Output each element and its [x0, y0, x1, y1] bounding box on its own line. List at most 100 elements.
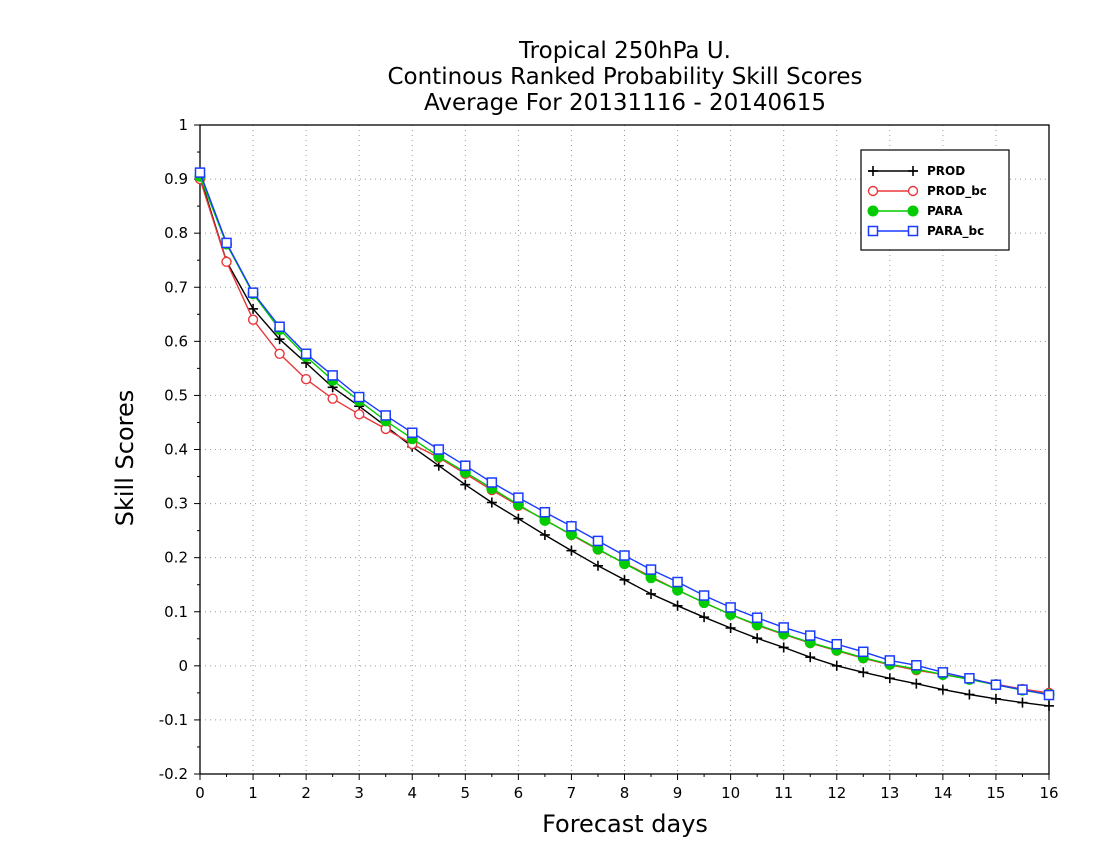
data-point-para-bc — [911, 660, 922, 671]
data-point-prod — [699, 612, 710, 623]
data-point-prod — [725, 622, 736, 633]
y-tick-label: 0.5 — [164, 386, 188, 404]
data-point-prod-bc — [353, 409, 365, 420]
data-point-para-bc — [672, 576, 683, 588]
x-axis-label: Forecast days — [542, 810, 708, 838]
legend-marker-para-bc — [867, 225, 879, 237]
legend-label-para: PARA — [927, 204, 963, 218]
x-tick-label: 14 — [933, 784, 952, 802]
y-tick-label: 0.7 — [164, 278, 188, 296]
data-point-prod-bc — [300, 373, 312, 385]
data-point-prod-bc — [221, 256, 232, 268]
legend-marker-para — [907, 205, 919, 217]
legend: PROD PROD_bc PARA PARA_bc — [860, 149, 1010, 251]
y-tick-label: 0.8 — [164, 224, 188, 242]
legend-label-prod-bc: PROD_bc — [927, 184, 987, 199]
data-point-prod-bc — [247, 314, 259, 325]
data-point-prod — [1017, 697, 1028, 708]
x-tick-label: 9 — [673, 784, 683, 802]
x-tick-label: 3 — [354, 784, 364, 802]
data-point-para-bc — [964, 673, 975, 684]
data-point-para-bc — [1017, 684, 1028, 695]
legend-marker-para-bc — [907, 225, 919, 237]
legend-label-para-bc: PARA_bc — [927, 224, 984, 239]
y-tick-label: 0.2 — [164, 549, 188, 567]
x-tick-label: 8 — [620, 784, 630, 802]
x-tick-label: 16 — [1039, 784, 1058, 802]
data-point-prod — [937, 684, 948, 695]
data-point-prod — [964, 689, 975, 700]
data-point-para-bc — [380, 410, 391, 421]
y-tick-label: 0 — [178, 657, 188, 675]
data-point-prod — [274, 334, 285, 345]
data-point-para-bc — [698, 590, 710, 601]
data-point-para-bc — [300, 348, 312, 360]
y-tick-label: 0.4 — [164, 441, 188, 459]
data-point-para-bc — [274, 321, 285, 332]
data-point-para-bc — [566, 521, 577, 532]
data-point-prod — [592, 560, 603, 571]
data-point-para-bc — [619, 550, 630, 561]
data-point-para-bc — [327, 370, 338, 381]
data-point-para-bc — [460, 460, 471, 471]
x-tick-label: 4 — [407, 784, 417, 802]
data-point-para-bc — [645, 564, 657, 575]
data-point-para-bc — [221, 237, 232, 249]
data-point-prod-bc — [327, 393, 338, 404]
data-point-prod — [831, 660, 842, 671]
data-point-prod — [460, 479, 471, 490]
data-point-para-bc — [778, 622, 789, 633]
data-point-prod — [646, 588, 657, 599]
x-tick-label: 1 — [248, 784, 258, 802]
x-tick-label: 7 — [567, 784, 577, 802]
data-point-para-bc — [831, 638, 842, 650]
y-tick-label: 0.1 — [164, 603, 188, 621]
data-point-para-bc — [407, 427, 418, 438]
data-point-para-bc — [884, 655, 896, 666]
data-point-prod — [513, 513, 524, 524]
data-point-prod — [778, 642, 789, 653]
data-point-para-bc — [194, 167, 206, 178]
x-tick-label: 11 — [774, 784, 793, 802]
data-point-para-bc — [751, 612, 763, 623]
legend-box — [860, 149, 1010, 251]
chart-subtitle: Continous Ranked Probability Skill Score… — [387, 64, 862, 90]
data-point-para-bc — [486, 477, 498, 488]
series — [194, 167, 1055, 711]
data-point-prod — [672, 600, 683, 611]
data-point-prod — [486, 497, 497, 508]
y-tick-label: 0.6 — [164, 332, 188, 350]
legend-item-para-bc: PARA_bc — [867, 224, 984, 239]
legend-marker-prod — [908, 166, 918, 176]
legend-item-prod: PROD — [868, 164, 965, 178]
data-point-prod-bc — [274, 348, 285, 359]
data-point-para-bc — [1043, 689, 1055, 701]
x-tick-label: 2 — [301, 784, 311, 802]
data-point-prod — [1044, 700, 1054, 711]
chart-date-range: Average For 20131116 - 20140615 — [424, 90, 826, 116]
x-tick-label: 10 — [721, 784, 740, 802]
legend-marker-para — [867, 205, 879, 217]
x-tick-label: 0 — [195, 784, 205, 802]
data-point-para-bc — [725, 602, 736, 613]
data-point-prod — [248, 303, 259, 314]
y-tick-label: -0.1 — [159, 711, 188, 729]
y-tick-label: -0.2 — [159, 765, 188, 783]
data-point-para-bc — [858, 646, 869, 658]
axis-ticks: 0 1 2 3 4 5 6 7 8 9 10 11 12 13 14 15 1610.90.80.70.60.5… — [159, 116, 1059, 802]
data-point-prod — [911, 678, 922, 689]
x-tick-label: 12 — [827, 784, 846, 802]
data-point-para-bc — [937, 667, 949, 678]
data-point-para-bc — [990, 679, 1002, 691]
y-tick-label: 1 — [178, 116, 188, 134]
data-point-prod — [566, 545, 577, 556]
chart-title: Tropical 250hPa U. — [518, 38, 731, 64]
x-tick-label: 5 — [461, 784, 471, 802]
series-prod — [195, 171, 1054, 711]
data-point-para-bc — [353, 391, 365, 403]
legend-marker-prod — [868, 166, 878, 176]
legend-marker-prod-bc — [907, 185, 919, 197]
data-point-prod — [539, 529, 550, 540]
x-tick-label: 13 — [880, 784, 899, 802]
